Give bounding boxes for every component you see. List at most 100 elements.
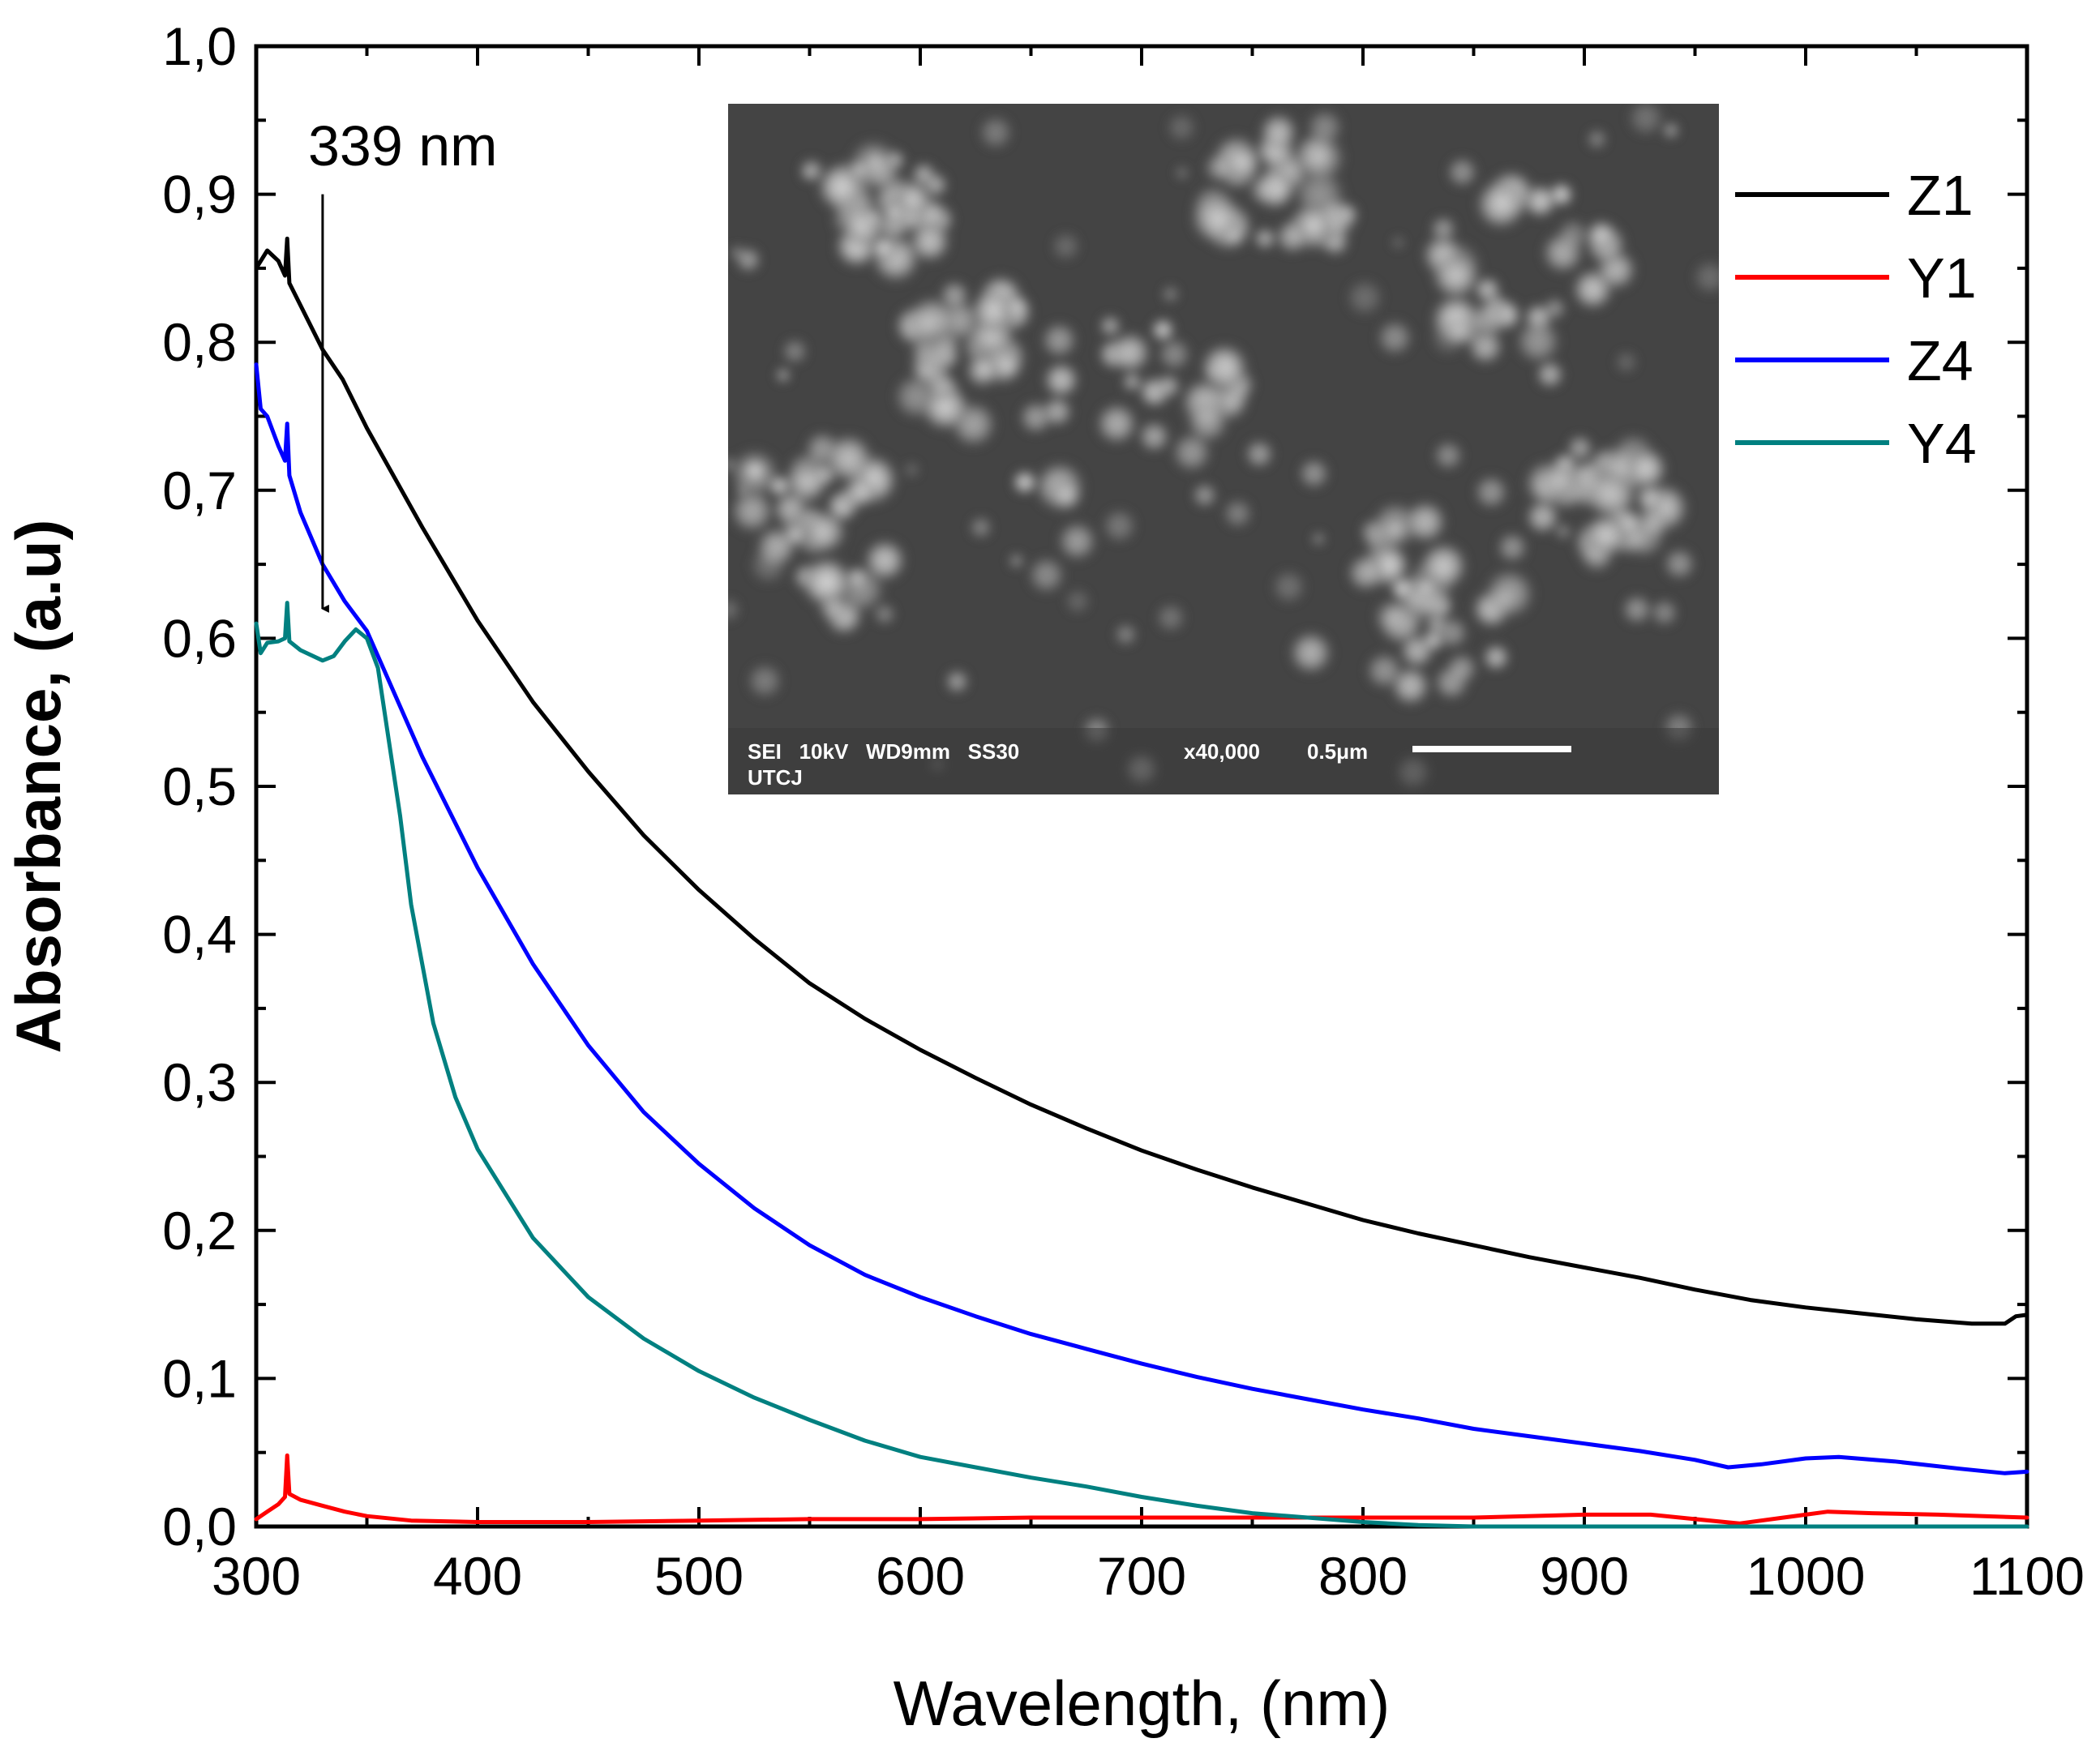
series-layer — [254, 236, 2029, 1529]
x-tick-label: 600 — [876, 1546, 965, 1606]
sem-particle — [1243, 438, 1275, 470]
y-tick-label: 0,5 — [162, 756, 237, 816]
sem-particle — [1170, 430, 1214, 474]
x-tick-label: 1000 — [1746, 1546, 1866, 1606]
sem-particle — [1246, 174, 1278, 207]
sem-particle — [728, 487, 776, 535]
sem-particle — [1554, 521, 1573, 542]
sem-particle — [1026, 555, 1067, 596]
sem-particle — [766, 473, 792, 499]
sem-particle — [922, 366, 958, 402]
y-tick-label: 0,7 — [162, 460, 237, 520]
sem-particle — [1534, 359, 1566, 390]
sem-particle — [728, 596, 742, 623]
sem-particle — [907, 219, 953, 264]
y-tick-label: 0,2 — [162, 1201, 237, 1261]
sem-particle — [1098, 313, 1123, 339]
sem-particle — [728, 455, 737, 473]
sem-particle — [1648, 597, 1680, 628]
sem-particle — [1039, 320, 1079, 360]
sem-particle — [1634, 505, 1671, 542]
sem-particle — [1430, 250, 1482, 302]
sem-particle — [1364, 650, 1404, 691]
peak-annotation: 339 nm — [308, 114, 497, 613]
legend-label-z1: Z1 — [1907, 164, 1974, 227]
sem-particle — [1402, 499, 1448, 546]
sem-particle — [1467, 298, 1510, 341]
sem-info-line-1: SEI 10kV WD9mm SS30 — [748, 739, 1019, 764]
sem-particle — [1442, 315, 1476, 349]
sem-particle — [1296, 456, 1331, 491]
sem-particle — [1049, 229, 1082, 263]
sem-particle — [1390, 234, 1407, 251]
sem-particle — [1048, 477, 1084, 512]
sem-particle — [1270, 567, 1308, 606]
x-tick-label: 300 — [212, 1546, 301, 1606]
sem-particle — [1620, 593, 1654, 627]
sem-particle — [1623, 446, 1669, 491]
x-tick-label: 400 — [433, 1546, 522, 1606]
sem-particle — [1585, 127, 1609, 152]
y-tick-label: 0,9 — [162, 165, 237, 225]
sem-particle — [777, 505, 816, 545]
chart-legend: Z1 Y1 Z4 Y4 — [1735, 164, 1977, 475]
sem-particle — [1258, 111, 1300, 153]
sem-particle — [734, 482, 751, 499]
sem-particle — [780, 336, 809, 366]
sem-particle — [1155, 336, 1193, 373]
sem-particle — [1626, 104, 1666, 139]
sem-particle — [963, 351, 1002, 390]
sem-particle — [1444, 651, 1480, 686]
sem-particle — [968, 515, 994, 541]
sem-particle — [1445, 155, 1480, 190]
peak-annotation-label: 339 nm — [308, 114, 497, 178]
sem-particle — [1584, 218, 1618, 252]
sem-particle — [924, 335, 962, 374]
sem-particle — [1474, 178, 1528, 232]
sem-particle — [1108, 330, 1153, 375]
sem-particle — [1063, 586, 1092, 616]
sem-particle — [1252, 225, 1278, 251]
sem-particle — [1221, 223, 1246, 248]
x-tick-label: 800 — [1318, 1546, 1408, 1606]
x-axis-tick-labels: 300 400 500 600 700 800 900 1000 1100 — [212, 1546, 2085, 1606]
sem-particle — [943, 668, 971, 696]
sem-inset-image: SEI 10kV WD9mm SS30 x40,000 0.5μm UTCJ — [728, 104, 1719, 794]
sem-particle — [1372, 597, 1410, 636]
sem-particle — [1164, 110, 1198, 144]
sem-particle — [1472, 473, 1511, 511]
sem-particle — [1540, 459, 1581, 500]
sem-particle — [1584, 512, 1630, 558]
sem-info-line-2: UTCJ — [748, 765, 803, 790]
sem-particle — [1513, 317, 1562, 366]
sem-particle — [745, 661, 785, 700]
sem-particle — [1154, 372, 1183, 400]
sem-particle — [1121, 370, 1144, 394]
series-line-y1 — [254, 1453, 2029, 1526]
sem-particle — [1149, 316, 1176, 344]
sem-scale-bar — [1412, 746, 1571, 752]
sem-particle — [902, 460, 922, 480]
y-tick-label: 1,0 — [162, 16, 237, 76]
sem-particle — [734, 246, 763, 274]
sem-particle — [976, 113, 1015, 152]
sem-particle — [1221, 497, 1254, 530]
sem-particle — [1288, 629, 1335, 676]
sem-particle — [829, 211, 853, 233]
sem-particle — [1374, 318, 1415, 358]
x-axis-title: Wavelength, (nm) — [894, 1668, 1391, 1739]
x-tick-label: 1100 — [1969, 1546, 2085, 1606]
sem-magnification: x40,000 — [1184, 739, 1260, 764]
sem-particle — [1203, 361, 1224, 382]
sem-particle — [748, 544, 790, 586]
sem-particle — [1566, 434, 1595, 463]
sem-particle — [1481, 642, 1511, 673]
sem-particle — [1661, 546, 1698, 582]
legend-label-y4: Y4 — [1907, 412, 1977, 475]
series-line-z4 — [254, 362, 2029, 1475]
y-tick-label: 0,4 — [162, 905, 237, 965]
sem-particle — [1345, 552, 1386, 593]
sem-particle — [1691, 258, 1719, 297]
